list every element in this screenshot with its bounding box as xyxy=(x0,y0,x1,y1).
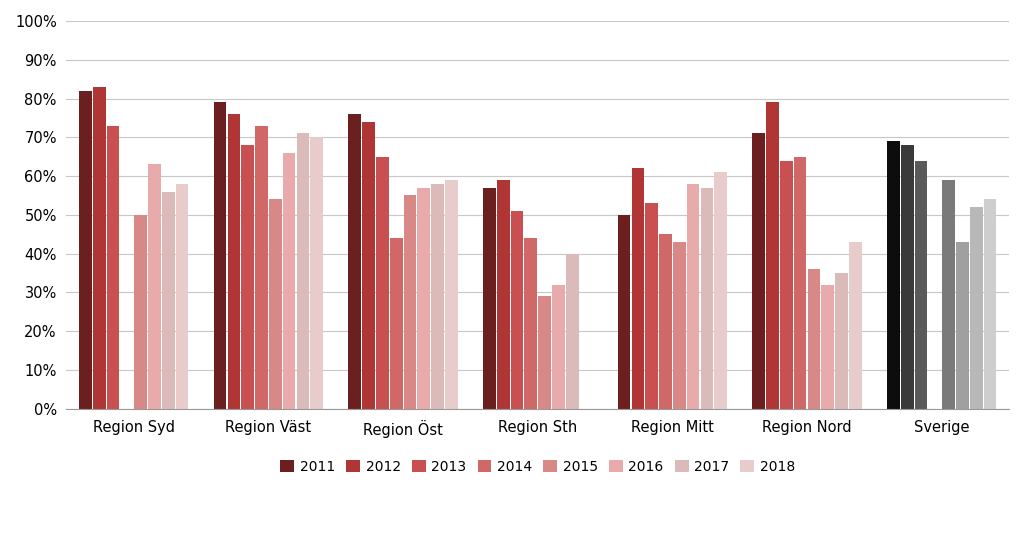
Bar xyxy=(106,126,120,409)
Bar xyxy=(483,188,496,409)
Bar xyxy=(687,184,699,409)
Bar xyxy=(227,114,241,409)
Bar xyxy=(79,91,92,409)
Bar xyxy=(214,103,226,409)
Bar xyxy=(269,199,282,409)
Bar xyxy=(914,161,928,409)
Bar xyxy=(715,172,727,409)
Bar xyxy=(445,180,458,409)
Bar xyxy=(148,164,161,409)
Bar xyxy=(794,157,807,409)
Bar xyxy=(497,180,510,409)
Bar xyxy=(700,188,714,409)
Bar xyxy=(511,211,523,409)
Bar xyxy=(310,137,324,409)
Bar xyxy=(808,269,820,409)
Bar xyxy=(766,103,779,409)
Bar xyxy=(376,157,389,409)
Bar xyxy=(524,238,538,409)
Bar xyxy=(390,238,402,409)
Bar xyxy=(942,180,955,409)
Bar xyxy=(836,273,848,409)
Bar xyxy=(780,161,793,409)
Bar xyxy=(283,153,296,409)
Bar xyxy=(617,215,631,409)
Bar xyxy=(632,168,644,409)
Bar xyxy=(418,188,430,409)
Bar xyxy=(645,203,658,409)
Bar xyxy=(821,285,835,409)
Bar xyxy=(362,122,375,409)
Bar xyxy=(552,285,565,409)
Bar xyxy=(901,145,913,409)
Bar xyxy=(297,133,309,409)
Bar xyxy=(176,184,188,409)
Bar xyxy=(93,87,105,409)
Bar xyxy=(887,141,900,409)
Bar xyxy=(566,253,579,409)
Bar xyxy=(984,199,996,409)
Bar xyxy=(431,184,444,409)
Bar xyxy=(539,296,551,409)
Bar xyxy=(970,207,983,409)
Legend: 2011, 2012, 2013, 2014, 2015, 2016, 2017, 2018: 2011, 2012, 2013, 2014, 2015, 2016, 2017… xyxy=(274,454,801,479)
Bar xyxy=(242,145,254,409)
Bar xyxy=(403,195,417,409)
Bar xyxy=(956,242,969,409)
Bar xyxy=(753,133,765,409)
Bar xyxy=(348,114,361,409)
Bar xyxy=(659,234,672,409)
Bar xyxy=(134,215,147,409)
Bar xyxy=(162,192,175,409)
Bar xyxy=(849,242,861,409)
Bar xyxy=(255,126,268,409)
Bar xyxy=(673,242,686,409)
